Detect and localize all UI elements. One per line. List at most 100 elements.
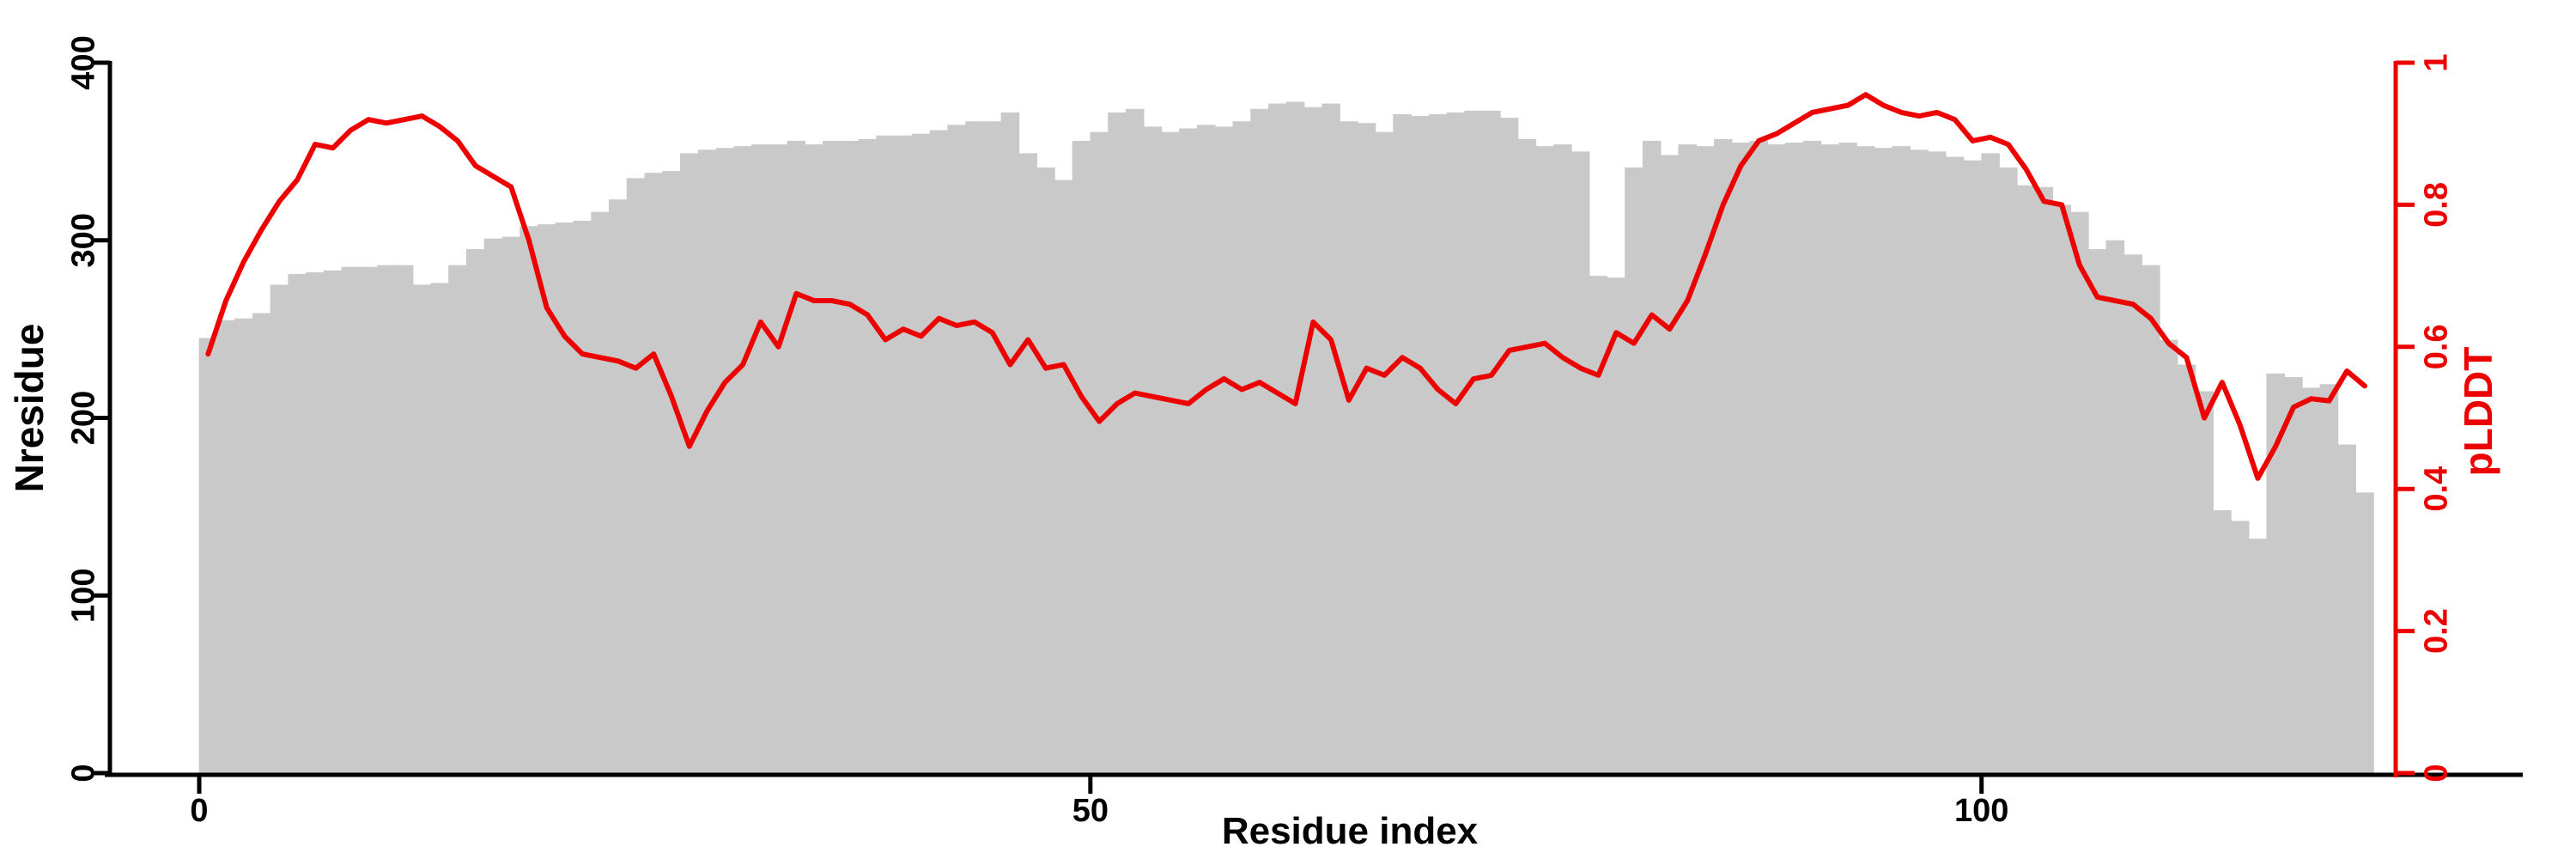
bar — [2052, 204, 2071, 773]
bar — [465, 249, 485, 774]
bar — [2301, 387, 2321, 773]
left-axis-title: Nresidue — [7, 323, 52, 493]
bar — [894, 135, 913, 773]
bar — [911, 133, 931, 773]
bar — [341, 266, 361, 773]
bar — [1108, 112, 1127, 773]
bar — [1340, 121, 1358, 774]
bar — [2105, 240, 2125, 773]
bar — [483, 238, 503, 773]
left-y-axis: 0 100 200 300 400 — [65, 35, 112, 783]
right-axis-title: pLDDT — [2456, 346, 2500, 477]
bar — [1268, 103, 1287, 774]
bar — [2142, 265, 2160, 773]
bar — [430, 283, 449, 773]
bar — [805, 144, 823, 774]
bar — [1054, 180, 1073, 773]
bar — [1161, 131, 1181, 773]
bar — [733, 146, 752, 774]
bar — [394, 265, 414, 773]
bar — [448, 265, 467, 773]
bar — [1784, 143, 1804, 774]
bar — [2159, 339, 2178, 773]
bar — [1321, 103, 1340, 774]
bar — [216, 320, 235, 773]
bar — [573, 221, 592, 773]
bar — [2337, 444, 2356, 773]
bar — [2087, 249, 2107, 774]
bar — [1838, 143, 1857, 774]
bar — [680, 153, 699, 773]
bar — [644, 173, 664, 773]
bar — [1535, 146, 1554, 774]
bar — [1874, 148, 1893, 774]
bar — [876, 135, 895, 773]
bar — [591, 211, 610, 774]
bar — [1464, 110, 1483, 773]
bar — [1571, 151, 1590, 774]
bar — [2034, 186, 2054, 774]
bar — [1250, 108, 1269, 773]
bar — [1928, 151, 1947, 774]
right-tick-label: 0.6 — [2418, 324, 2454, 369]
right-tick-label: 0.4 — [2418, 466, 2454, 512]
bar — [626, 178, 646, 773]
bar — [1820, 144, 1840, 774]
bar — [1713, 138, 1733, 773]
bar — [412, 284, 432, 773]
bar — [1625, 167, 1643, 774]
bar — [1196, 125, 1216, 774]
bar — [252, 313, 271, 773]
bar — [1999, 167, 2018, 774]
bar — [2319, 384, 2339, 773]
bar — [519, 226, 538, 774]
bar — [234, 318, 253, 774]
bar — [1678, 144, 1697, 774]
bar — [715, 148, 735, 774]
bar — [2284, 376, 2303, 773]
right-tick-label: 0 — [2418, 764, 2454, 782]
bar — [1963, 160, 1983, 773]
bar — [1910, 149, 1929, 773]
bar — [501, 236, 521, 773]
bar — [1499, 118, 1519, 774]
bar — [823, 140, 841, 774]
bar — [1517, 138, 1537, 773]
bar — [1232, 121, 1252, 774]
bar — [1303, 107, 1323, 773]
bar — [697, 149, 717, 773]
bar — [2070, 211, 2089, 774]
bar — [323, 270, 343, 773]
bar — [1143, 126, 1163, 773]
bar — [840, 140, 860, 774]
bar — [1411, 116, 1430, 773]
right-tick-label: 1 — [2418, 53, 2454, 71]
bar — [359, 266, 378, 773]
bar — [2195, 391, 2214, 773]
bar — [1607, 277, 1625, 773]
bar — [1036, 167, 1055, 774]
bar — [1446, 112, 1466, 773]
bar — [1179, 128, 1198, 773]
left-tick-label: 100 — [65, 569, 101, 623]
bar — [288, 274, 307, 773]
x-tick-label: 50 — [1072, 793, 1109, 829]
bar — [270, 284, 289, 773]
bar — [2355, 492, 2374, 773]
bar — [662, 171, 681, 773]
bar — [1428, 113, 1448, 773]
bar — [1767, 144, 1786, 774]
bar — [198, 338, 218, 773]
bar — [982, 121, 1002, 774]
bar — [1482, 110, 1501, 773]
bar — [1018, 153, 1037, 773]
bar — [1892, 146, 1911, 774]
plddt-line-series — [205, 92, 2367, 481]
left-tick-label: 0 — [65, 764, 101, 782]
bar — [1357, 123, 1376, 774]
bar — [1660, 155, 1680, 773]
bar — [1285, 101, 1305, 774]
bar — [1981, 153, 2000, 773]
